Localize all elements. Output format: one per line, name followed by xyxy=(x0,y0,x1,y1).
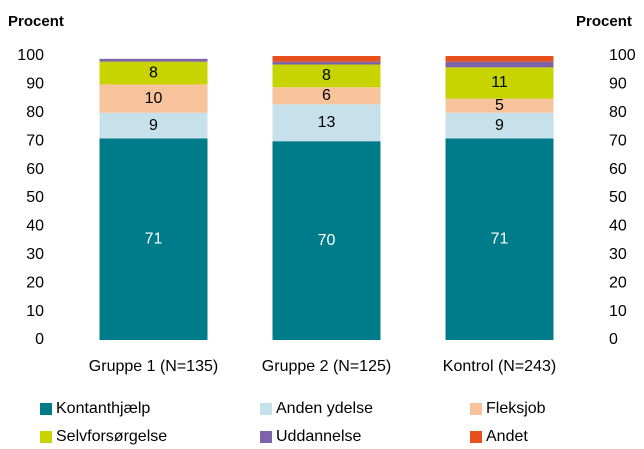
data-label: 9 xyxy=(149,117,158,134)
y2-tick-label: 80 xyxy=(609,104,627,121)
y2-tick-label: 60 xyxy=(609,161,627,178)
legend-label: Uddannelse xyxy=(276,428,362,445)
data-label: 6 xyxy=(322,87,331,104)
y-tick-label: 0 xyxy=(35,331,44,348)
x-tick-label: Gruppe 1 (N=135) xyxy=(89,358,218,375)
y2-tick-label: 40 xyxy=(609,218,627,235)
y-tick-label: 30 xyxy=(26,246,44,263)
y-tick-label: 50 xyxy=(26,189,44,206)
bar-segment xyxy=(99,84,208,113)
legend-swatch xyxy=(260,403,272,415)
y2-tick-label: 70 xyxy=(609,132,627,149)
y2-tick-label: 20 xyxy=(609,274,627,291)
legend-label: Selvforsørgelse xyxy=(56,428,167,445)
bar-segment xyxy=(272,56,381,62)
y2-tick-label: 90 xyxy=(609,76,627,93)
legend-label: Anden ydelse xyxy=(276,400,373,417)
data-label: 13 xyxy=(318,114,336,131)
bar-segment xyxy=(445,61,554,68)
bar-segment xyxy=(445,138,554,340)
y-tick-label: 80 xyxy=(26,104,44,121)
y2-tick-label: 50 xyxy=(609,189,627,206)
data-label: 8 xyxy=(322,67,331,84)
data-label: 70 xyxy=(318,232,336,249)
bar-segment xyxy=(99,61,208,85)
data-label: 71 xyxy=(145,230,163,247)
bar-segment xyxy=(445,112,554,139)
bar-segment xyxy=(99,112,208,139)
y-tick-label: 20 xyxy=(26,274,44,291)
legend-label: Fleksjob xyxy=(486,400,546,417)
bar-segment xyxy=(272,104,381,142)
legend-swatch xyxy=(40,431,52,443)
bar-segment xyxy=(272,87,381,105)
y2-tick-label: 100 xyxy=(609,47,636,64)
legend-swatch xyxy=(470,403,482,415)
y-tick-label: 90 xyxy=(26,76,44,93)
bar-segment xyxy=(99,138,208,340)
legend-swatch xyxy=(40,403,52,415)
bar-segment xyxy=(272,64,381,88)
legend-label: Kontanthjælp xyxy=(56,400,150,417)
y-tick-label: 70 xyxy=(26,132,44,149)
bar-segment xyxy=(99,58,208,62)
data-label: 71 xyxy=(491,230,509,247)
bar-segment xyxy=(445,67,554,99)
legend-swatch xyxy=(260,431,272,443)
data-label: 11 xyxy=(491,74,508,91)
data-label: 10 xyxy=(145,90,163,107)
y-tick-label: 10 xyxy=(26,303,44,320)
legend-swatch xyxy=(470,431,482,443)
bar-segment xyxy=(272,61,381,65)
data-label: 8 xyxy=(149,64,158,81)
x-tick-label: Gruppe 2 (N=125) xyxy=(262,358,391,375)
y2-axis-title: Procent xyxy=(576,13,632,30)
bar-segment xyxy=(445,98,554,113)
bar-segment xyxy=(445,56,554,62)
legend-label: Andet xyxy=(486,428,528,445)
x-tick-label: Kontrol (N=243) xyxy=(443,358,556,375)
y-tick-label: 60 xyxy=(26,161,44,178)
bar-segment xyxy=(272,141,381,340)
data-label: 5 xyxy=(495,97,504,114)
y2-tick-label: 30 xyxy=(609,246,627,263)
y-tick-label: 100 xyxy=(17,47,44,64)
y-tick-label: 40 xyxy=(26,218,44,235)
y2-tick-label: 10 xyxy=(609,303,627,320)
y2-tick-label: 0 xyxy=(609,331,618,348)
y-axis-title: Procent xyxy=(8,13,64,30)
data-label: 9 xyxy=(495,117,504,134)
